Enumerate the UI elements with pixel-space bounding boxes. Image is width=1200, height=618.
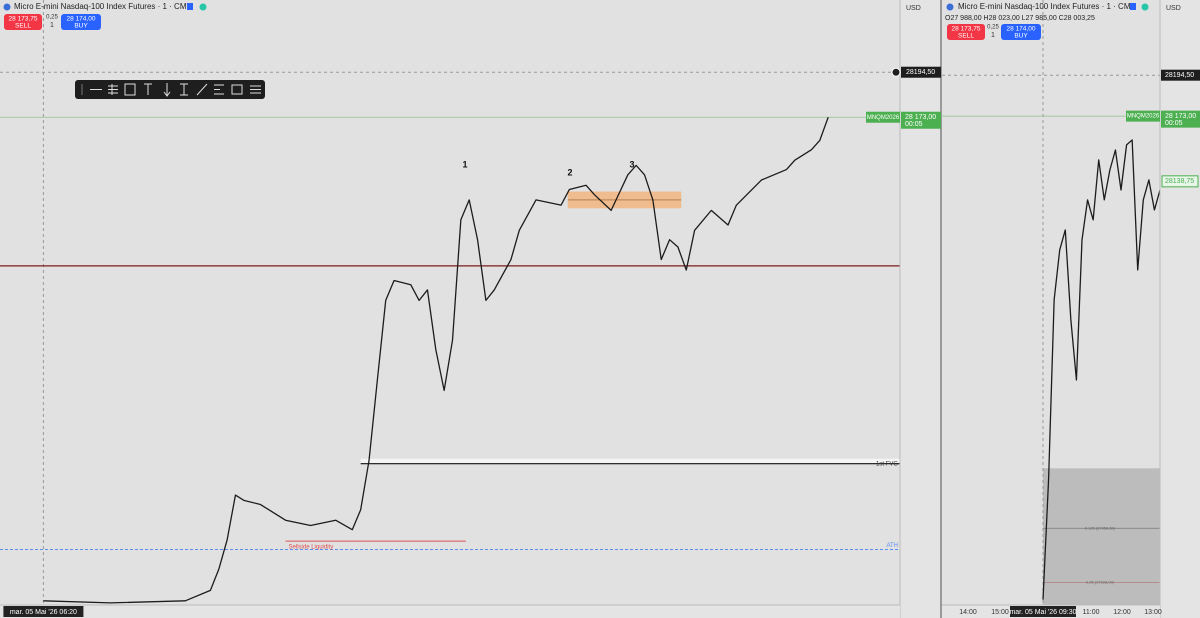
sell-price[interactable]: 28 173,75 xyxy=(952,26,981,33)
last-price: 28 173,00 xyxy=(1165,113,1196,120)
x-tick-label: 14:00 xyxy=(959,609,977,616)
x-tick-label: 11:00 xyxy=(1083,609,1100,616)
crosshair-price-tag xyxy=(901,66,941,78)
x-tick-label: 15:00 xyxy=(991,609,1009,616)
x-tick-label: 12:00 xyxy=(1113,609,1131,616)
crosshair-time: mar. 05 Mai '26 09:30 xyxy=(1009,609,1076,616)
crosshair-price-tag xyxy=(1161,69,1200,81)
flag-icon[interactable] xyxy=(1130,3,1136,10)
tick-size: 0,25 xyxy=(987,25,999,31)
symbol-label: MNQM2026 xyxy=(867,115,900,121)
crosshair-time: mar. 05 Mai '26 06:20 xyxy=(10,609,77,616)
tool-fib[interactable] xyxy=(214,84,224,95)
crosshair-price: 28194,50 xyxy=(1165,72,1194,79)
fib-label: 0.125 (27956,50) xyxy=(1085,525,1116,530)
last-price-tag xyxy=(901,111,941,129)
buy-label[interactable]: BUY xyxy=(1014,33,1028,40)
tag-layer: mar. 05 Mai '26 06:20 28194,50 MNQM2026 28 … xyxy=(3,66,1200,617)
time-axis-left xyxy=(0,605,900,618)
marker-tag xyxy=(1161,175,1199,188)
symbol-tag xyxy=(1126,110,1160,122)
status-icon xyxy=(199,3,207,11)
sell-label[interactable]: SELL xyxy=(958,33,974,40)
quantity[interactable]: 1 xyxy=(50,22,54,29)
tool-grid[interactable] xyxy=(124,83,136,96)
ohlc: O27 988,00 H28 023,00 L27 985,00 C28 003… xyxy=(945,15,1095,22)
fvg-label: 1st FVG xyxy=(876,461,898,467)
fib-label: 0.25 (27928,00) xyxy=(1086,580,1115,585)
currency[interactable]: USD xyxy=(906,5,921,12)
tool-rect[interactable] xyxy=(231,84,243,95)
symbol-title: Micro E-mini Nasdaq-100 Index Futures · … xyxy=(14,2,192,11)
buy-button[interactable] xyxy=(1001,24,1041,40)
last-price: 28 173,00 xyxy=(905,114,936,121)
tool-hlines[interactable] xyxy=(108,84,118,95)
buy-price[interactable]: 28 174,00 xyxy=(1007,26,1036,33)
buy-price[interactable]: 28 174,00 xyxy=(67,16,96,23)
symbol-icon xyxy=(946,3,954,11)
crosshair-plus xyxy=(891,67,901,77)
sell-price[interactable]: 28 173,75 xyxy=(9,16,38,23)
price-axis-left xyxy=(900,0,942,618)
last-price-tag xyxy=(1161,110,1200,128)
annotation: 1 xyxy=(462,159,467,169)
tool-trend[interactable] xyxy=(196,83,208,96)
symbol-title: Micro E-mini Nasdaq-100 Index Futures · … xyxy=(958,2,1136,11)
ath-label: ATH xyxy=(886,543,898,549)
toolbar-bg xyxy=(75,80,265,99)
price-line xyxy=(1042,139,1161,600)
x-tick-label: 13:00 xyxy=(1144,609,1162,616)
fvg-band xyxy=(360,458,900,464)
symbol-tag xyxy=(866,111,900,123)
range-zone xyxy=(1043,468,1160,613)
countdown: 00:05 xyxy=(905,121,923,128)
sell-button[interactable] xyxy=(947,24,985,40)
flag-icon[interactable] xyxy=(187,3,193,10)
currency[interactable]: USD xyxy=(1166,5,1181,12)
sell-label[interactable]: SELL xyxy=(15,23,31,30)
tool-text[interactable] xyxy=(144,83,152,95)
buy-label[interactable]: BUY xyxy=(74,23,88,30)
crosshair-price: 28194,50 xyxy=(906,69,935,76)
data-layer xyxy=(43,117,1161,604)
tick-size: 0,25 xyxy=(46,15,58,21)
drawing-toolbar xyxy=(75,80,265,99)
tool-menu[interactable] xyxy=(250,85,261,94)
annotation: 2 xyxy=(567,167,572,177)
status-icon xyxy=(1141,3,1149,11)
marker-price: 28138,75 xyxy=(1165,178,1194,185)
price-line xyxy=(43,117,829,604)
quantity[interactable]: 1 xyxy=(991,32,995,39)
symbol-label: MNQM2026 xyxy=(1127,114,1160,120)
tool-arrow[interactable] xyxy=(163,83,171,97)
countdown: 00:05 xyxy=(1165,120,1183,127)
sellside-label: Sellside Liquidity xyxy=(289,545,334,551)
crosshair-time-tag xyxy=(1010,606,1076,617)
annotation: 3 xyxy=(629,159,634,169)
price-axis-right xyxy=(1160,0,1200,618)
sell-button[interactable] xyxy=(4,14,42,30)
crosshair-time-tag xyxy=(3,606,84,617)
buy-button[interactable] xyxy=(61,14,101,30)
symbol-icon xyxy=(3,3,11,11)
tool-anchor[interactable] xyxy=(180,83,188,96)
